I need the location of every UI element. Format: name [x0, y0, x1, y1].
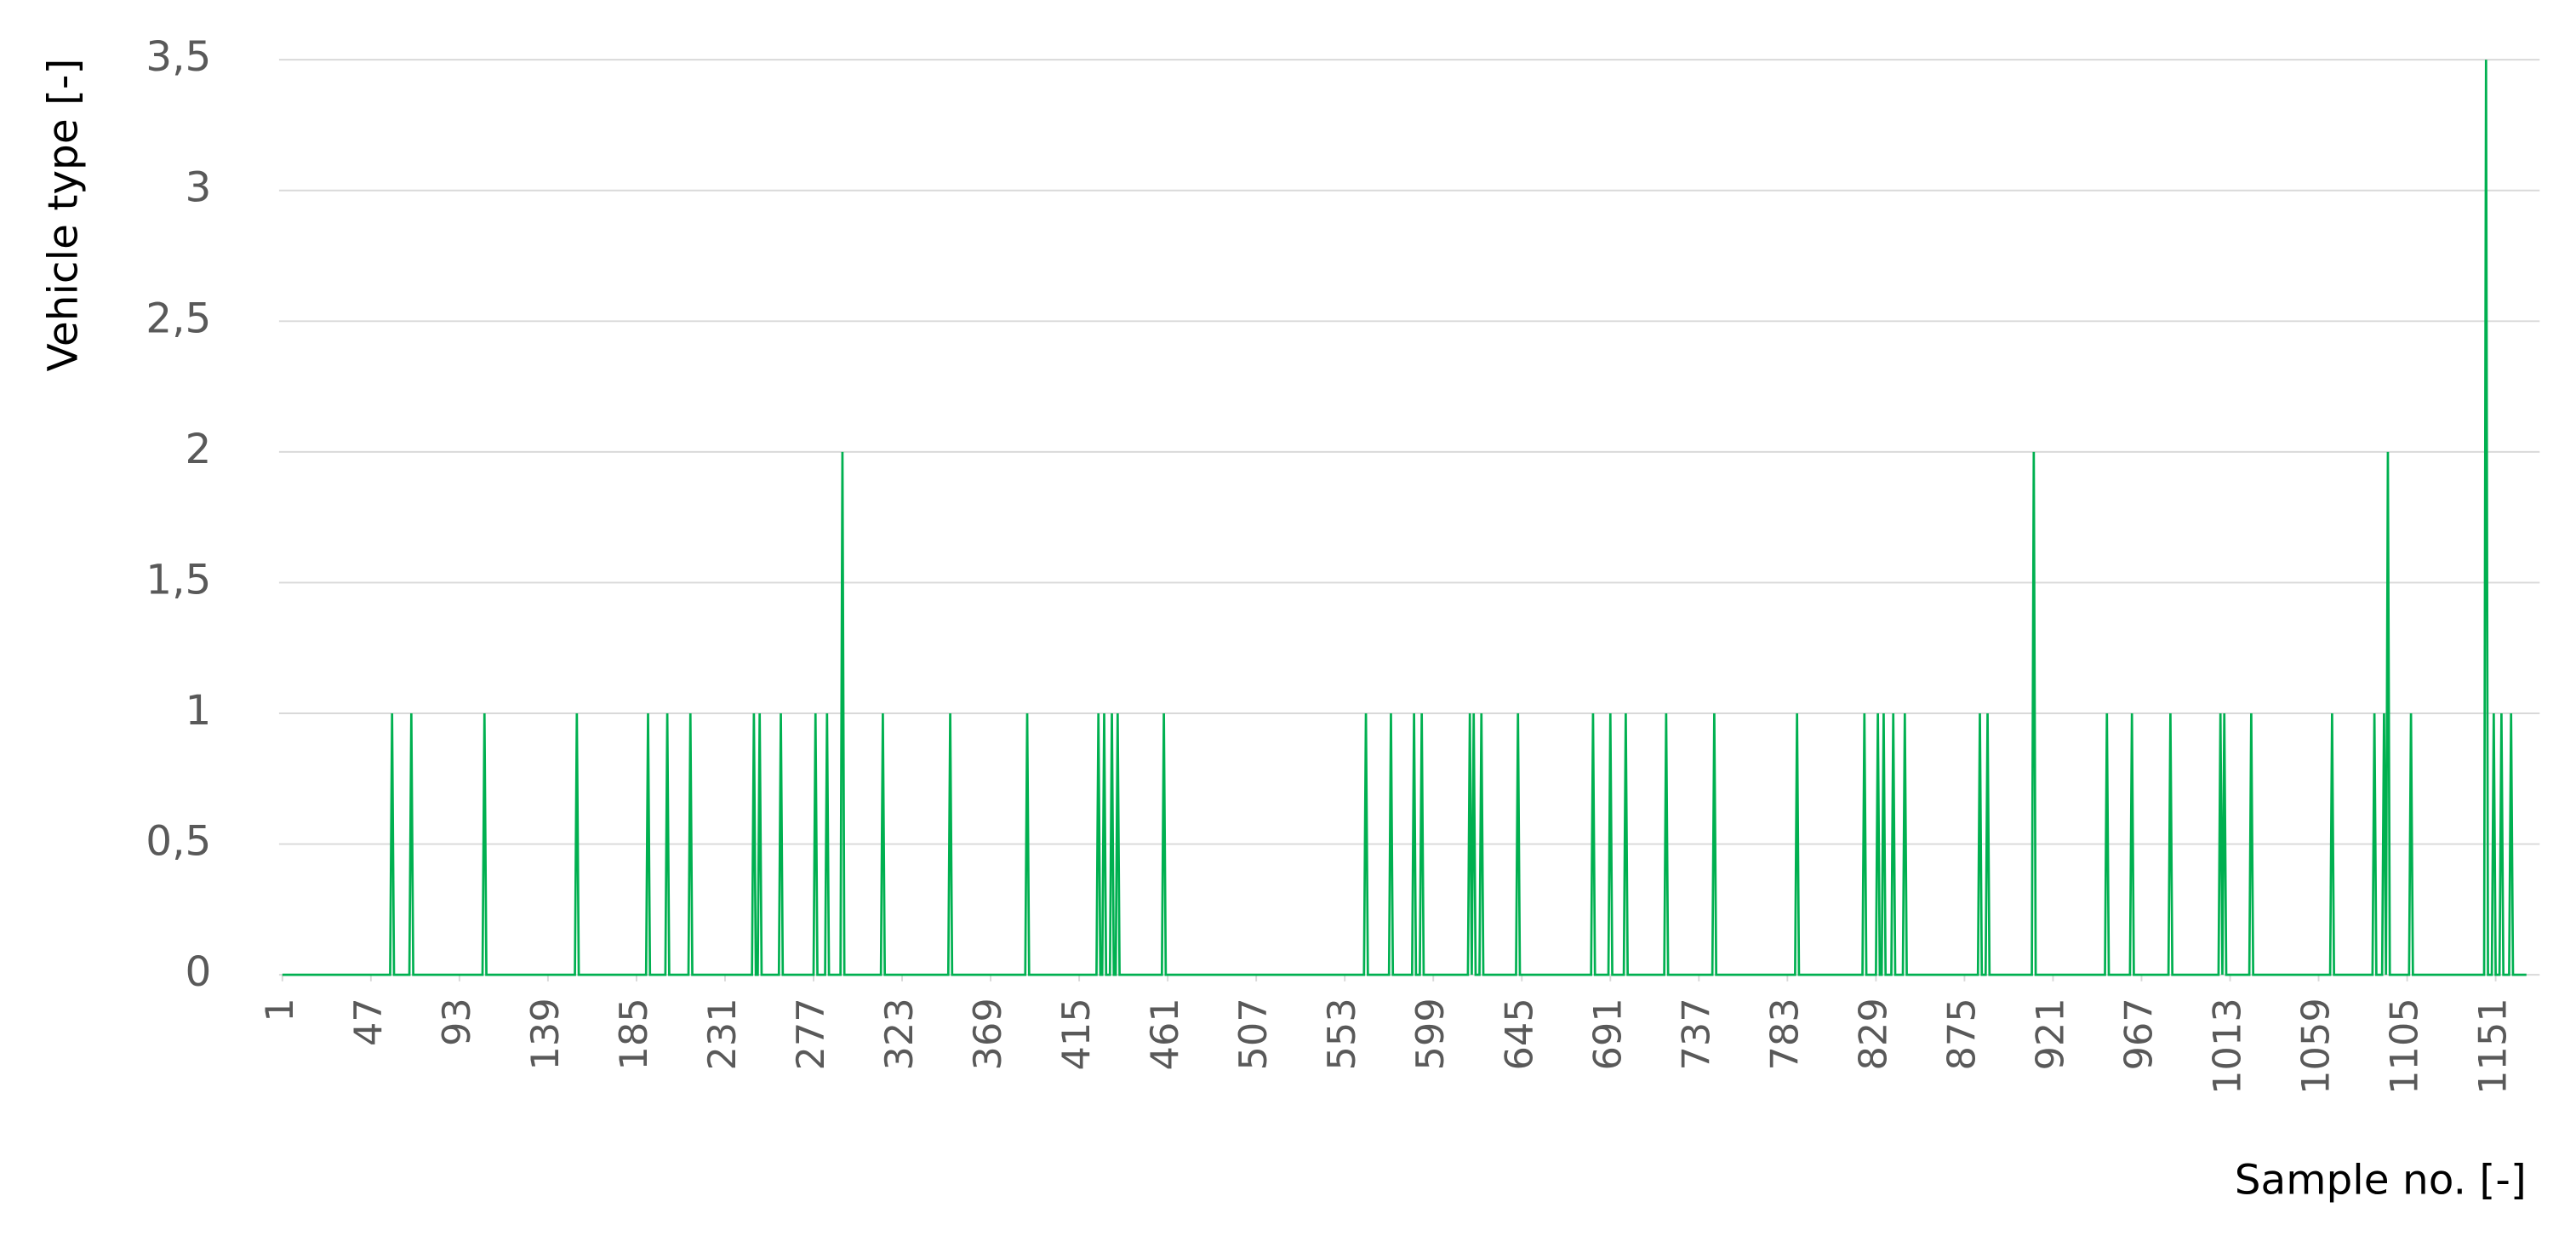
x-tick-label: 231 — [700, 998, 745, 1070]
x-tick-label: 185 — [612, 998, 656, 1070]
x-tick-label: 1 — [258, 998, 302, 1021]
x-tick-label: 829 — [1851, 998, 1895, 1070]
x-tick-label: 645 — [1497, 998, 1541, 1070]
x-tick-label: 737 — [1674, 998, 1718, 1070]
x-tick-label: 1059 — [2294, 998, 2339, 1095]
x-tick-label: 783 — [1762, 998, 1807, 1070]
x-tick-label: 1151 — [2471, 998, 2516, 1095]
x-tick-label: 1013 — [2206, 998, 2250, 1095]
y-tick-label: 0,5 — [146, 818, 211, 866]
y-axis-title: Vehicle type [-] — [40, 59, 88, 372]
x-tick-label: 93 — [435, 998, 479, 1046]
y-tick-label: 3 — [186, 164, 212, 212]
x-axis-title: Sample no. [-] — [2235, 1157, 2527, 1205]
y-tick-label: 2 — [186, 426, 212, 473]
x-tick-label: 461 — [1143, 998, 1187, 1070]
y-tick-label: 3,5 — [146, 33, 211, 81]
x-tick-label: 875 — [1939, 998, 1984, 1070]
y-tick-label: 1,5 — [146, 556, 211, 604]
y-tick-label: 2,5 — [146, 295, 211, 342]
x-tick-label: 323 — [877, 998, 922, 1070]
x-tick-label: 139 — [523, 998, 568, 1070]
x-tick-label: 921 — [2028, 998, 2072, 1070]
x-tick-label: 415 — [1054, 998, 1099, 1070]
x-tick-label: 691 — [1585, 998, 1630, 1070]
x-tick-label: 369 — [966, 998, 1010, 1070]
x-tick-label: 599 — [1408, 998, 1453, 1070]
x-tick-label: 553 — [1320, 998, 1364, 1070]
y-tick-label: 1 — [186, 687, 212, 735]
x-tick-label: 507 — [1231, 998, 1276, 1070]
y-tick-label: 0 — [186, 948, 212, 996]
x-tick-label: 1105 — [2383, 998, 2427, 1095]
x-tick-label: 277 — [789, 998, 833, 1070]
x-tick-label: 47 — [346, 998, 391, 1046]
x-tick-label: 967 — [2116, 998, 2161, 1070]
data-line — [282, 60, 2527, 976]
